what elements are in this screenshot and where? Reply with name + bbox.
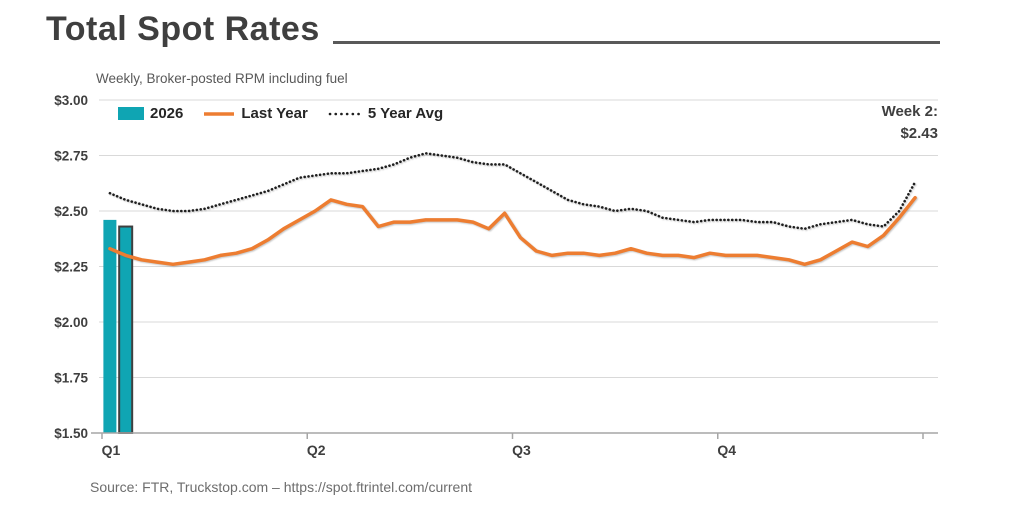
annotation-week-label: Week 2: — [881, 103, 938, 120]
dotted-line-swatch-icon — [328, 112, 362, 115]
y-axis-tick-label: $1.75 — [54, 371, 88, 386]
legend-item-2026: 2026 — [118, 105, 183, 122]
source-attribution: Source: FTR, Truckstop.com – https://spo… — [90, 479, 473, 495]
five-year-avg-line — [108, 151, 917, 231]
x-axis-quarter-label: Q1 — [102, 442, 121, 458]
bar-2026-week1 — [103, 219, 117, 433]
current-week-annotation: Week 2: $2.43 — [882, 101, 938, 145]
teal-bar-swatch-icon — [118, 107, 144, 120]
legend-label-last-year: Last Year — [241, 105, 308, 122]
x-axis-quarter-label: Q3 — [512, 442, 531, 458]
legend-label-5-year-avg: 5 Year Avg — [367, 105, 444, 122]
legend-item-last-year: Last Year — [203, 105, 308, 122]
last-year-line — [108, 195, 917, 267]
legend-item-5-year-avg: 5 Year Avg — [328, 105, 443, 122]
y-axis-tick-label: $2.00 — [54, 315, 88, 330]
x-axis-quarter-label: Q2 — [307, 442, 326, 458]
title-underline — [333, 41, 940, 44]
y-axis-tick-label: $3.00 — [54, 93, 88, 108]
y-axis-tick-label: $2.25 — [54, 260, 88, 275]
annotation-value: $2.43 — [900, 124, 938, 142]
chart-legend: 2026 Last Year 5 Year Avg — [118, 105, 443, 122]
orange-line-swatch-icon — [204, 111, 235, 116]
legend-label-2026: 2026 — [150, 105, 184, 122]
y-axis-tick-label: $2.50 — [54, 204, 88, 219]
chart-subtitle: Weekly, Broker-posted RPM including fuel — [96, 71, 348, 86]
x-axis-quarter-label: Q4 — [717, 442, 736, 458]
page-title: Total Spot Rates — [46, 10, 320, 48]
y-axis-tick-label: $1.50 — [54, 426, 88, 441]
y-axis-tick-label: $2.75 — [54, 149, 88, 164]
